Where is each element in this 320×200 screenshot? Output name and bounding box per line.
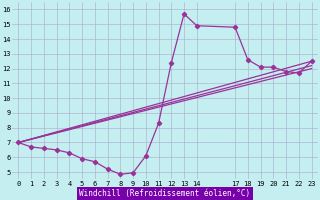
X-axis label: Windchill (Refroidissement éolien,°C): Windchill (Refroidissement éolien,°C) <box>79 189 251 198</box>
